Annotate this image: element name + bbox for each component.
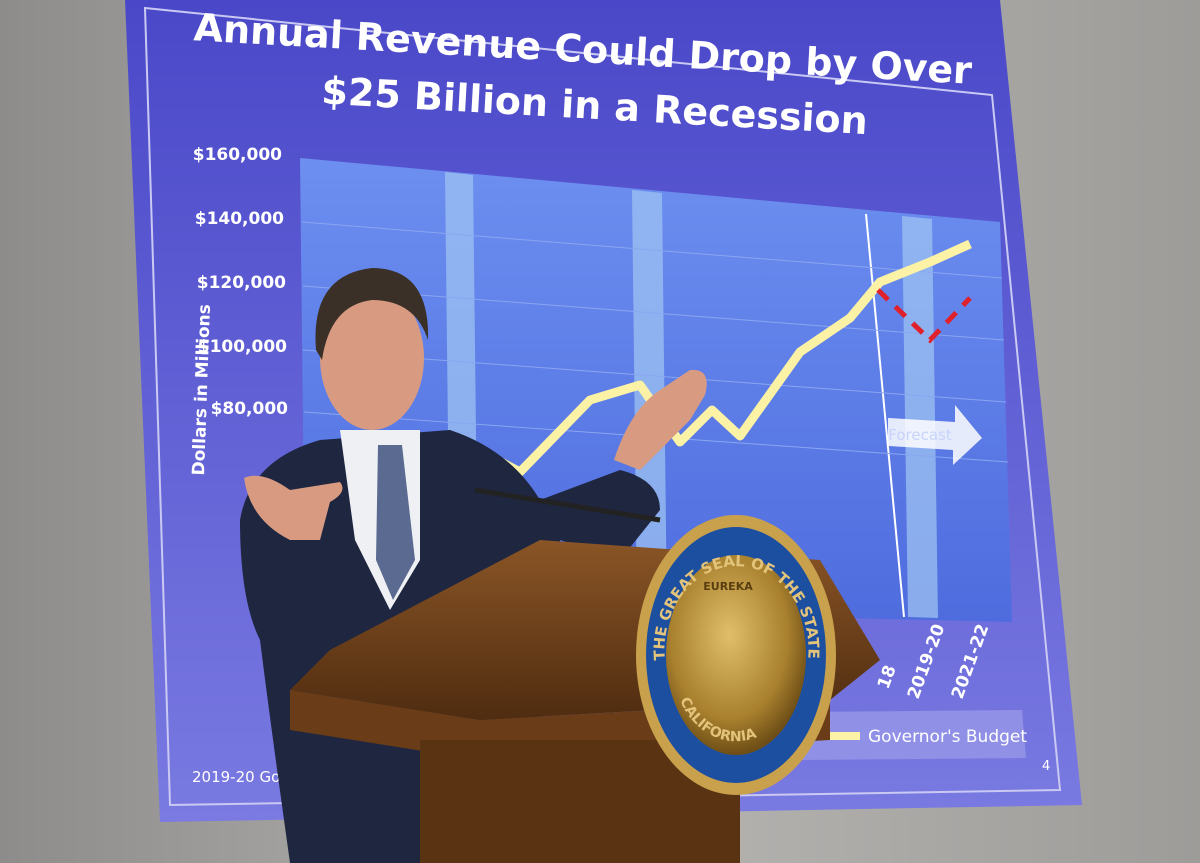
forecast-label: Forecast <box>888 426 952 444</box>
tie <box>376 445 415 600</box>
slide-border <box>143 6 1062 807</box>
y-tick-label: $160,000 <box>193 145 282 165</box>
right-hand <box>614 369 707 470</box>
y-tick-label: $100,000 <box>198 337 287 357</box>
seal-motto: EUREKA <box>703 580 753 593</box>
hair <box>315 268 429 360</box>
y-tick-label: $120,000 <box>197 273 286 293</box>
y-tick-label: $140,000 <box>195 209 284 229</box>
forecast-arrow <box>888 405 982 465</box>
page-number: 4 <box>1042 759 1050 774</box>
revenue-line <box>452 239 972 477</box>
legend-box <box>800 710 1026 760</box>
y-ticks: $160,000 $140,000 $120,000 $100,000 $80,… <box>193 145 288 419</box>
face <box>320 286 424 430</box>
forecast-divider <box>865 213 905 618</box>
slide-footer: 2019-20 Go <box>192 768 280 786</box>
grid-line <box>301 221 1003 279</box>
microphone <box>474 487 661 523</box>
y-tick-label: $80,000 <box>211 399 289 419</box>
left-hand <box>244 475 343 540</box>
seal-center <box>666 555 806 755</box>
legend-label: Governor's Budget <box>868 727 1027 747</box>
recession-band <box>902 216 938 618</box>
recession-line <box>876 288 972 344</box>
